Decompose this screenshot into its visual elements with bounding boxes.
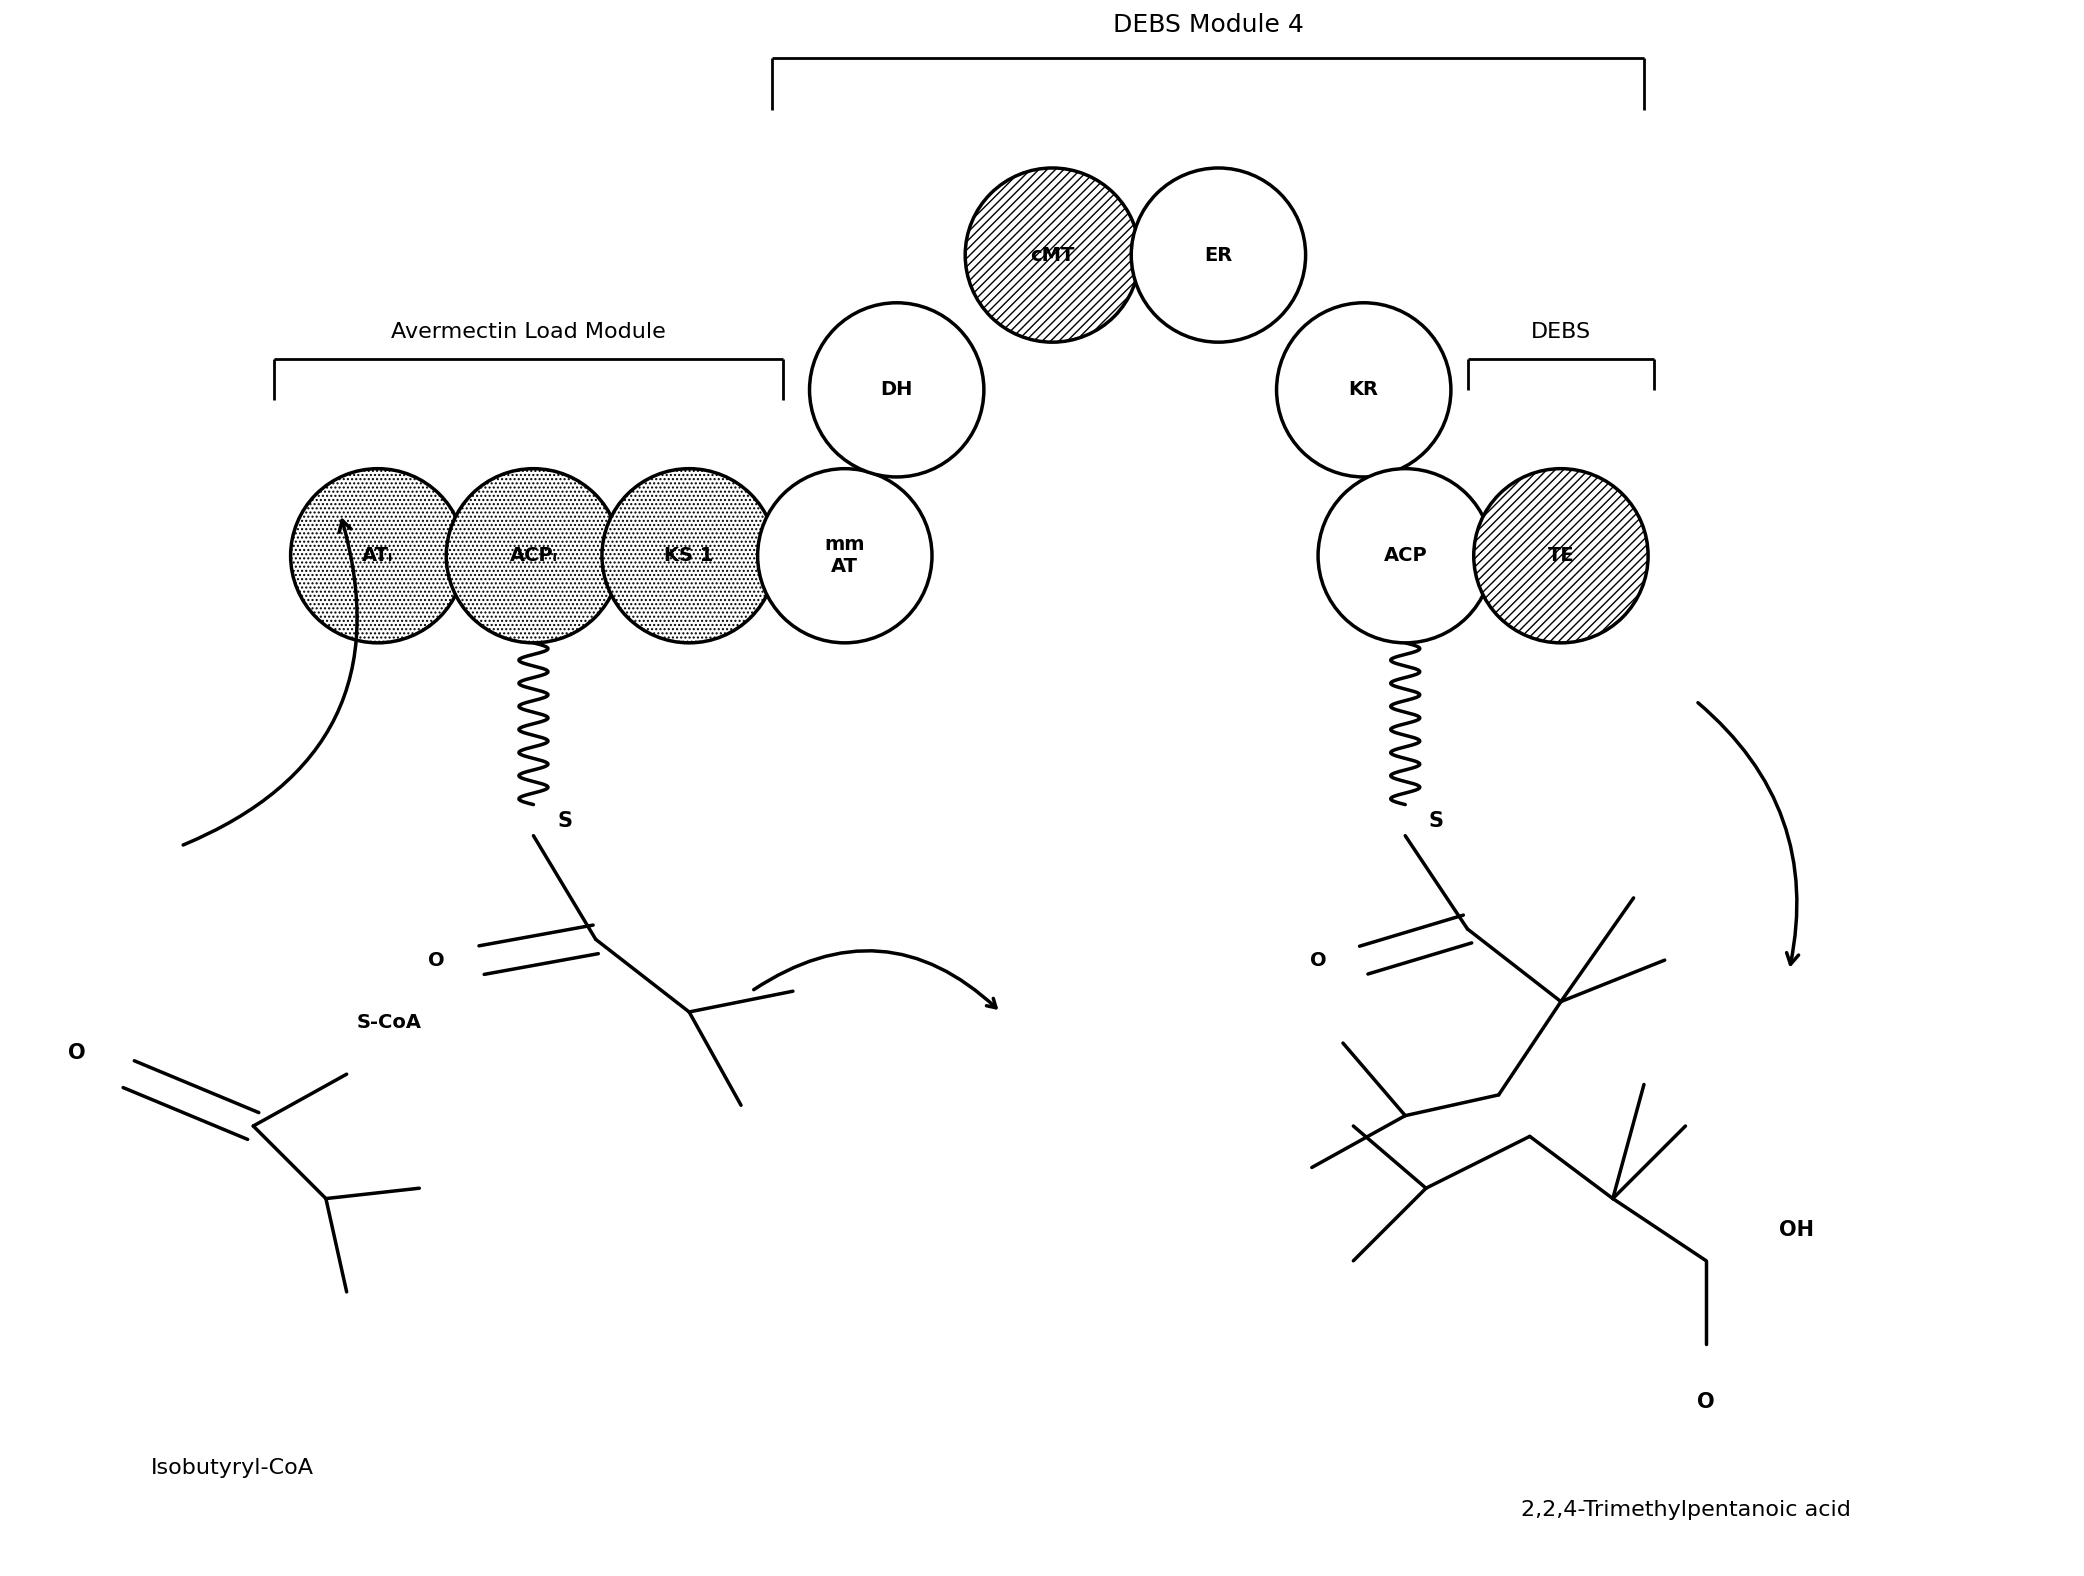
Text: TE: TE (1548, 547, 1573, 566)
Text: OH: OH (1780, 1220, 1813, 1240)
FancyArrowPatch shape (183, 520, 356, 845)
Ellipse shape (1277, 303, 1450, 478)
Text: ACP: ACP (1384, 547, 1428, 566)
Ellipse shape (965, 169, 1140, 342)
Text: DEBS Module 4: DEBS Module 4 (1113, 13, 1302, 38)
Ellipse shape (1132, 169, 1305, 342)
FancyArrowPatch shape (754, 950, 996, 1007)
Text: mm
AT: mm AT (825, 536, 865, 577)
Text: S: S (556, 812, 573, 831)
Text: ACPₗ: ACPₗ (508, 547, 556, 566)
Ellipse shape (602, 468, 777, 643)
Text: KS 1: KS 1 (665, 547, 715, 566)
Ellipse shape (809, 303, 984, 478)
Text: ATₗ: ATₗ (363, 547, 394, 566)
Text: O: O (1309, 950, 1325, 969)
Text: DH: DH (882, 380, 913, 399)
Text: Avermectin Load Module: Avermectin Load Module (392, 322, 665, 342)
Text: S-CoA: S-CoA (356, 1013, 423, 1032)
Ellipse shape (759, 468, 932, 643)
Text: cMT: cMT (1029, 246, 1075, 265)
Ellipse shape (290, 468, 465, 643)
Text: O: O (427, 950, 444, 969)
Ellipse shape (1473, 468, 1648, 643)
Text: O: O (1696, 1392, 1715, 1412)
FancyArrowPatch shape (1698, 703, 1798, 965)
Ellipse shape (1317, 468, 1492, 643)
Text: ER: ER (1205, 246, 1232, 265)
Text: Isobutyryl-CoA: Isobutyryl-CoA (150, 1458, 315, 1478)
Ellipse shape (446, 468, 621, 643)
Text: S: S (1430, 812, 1444, 831)
Text: DEBS: DEBS (1532, 322, 1590, 342)
Text: O: O (69, 1043, 85, 1064)
Text: KR: KR (1348, 380, 1380, 399)
Text: 2,2,4-Trimethylpentanoic acid: 2,2,4-Trimethylpentanoic acid (1521, 1500, 1851, 1519)
